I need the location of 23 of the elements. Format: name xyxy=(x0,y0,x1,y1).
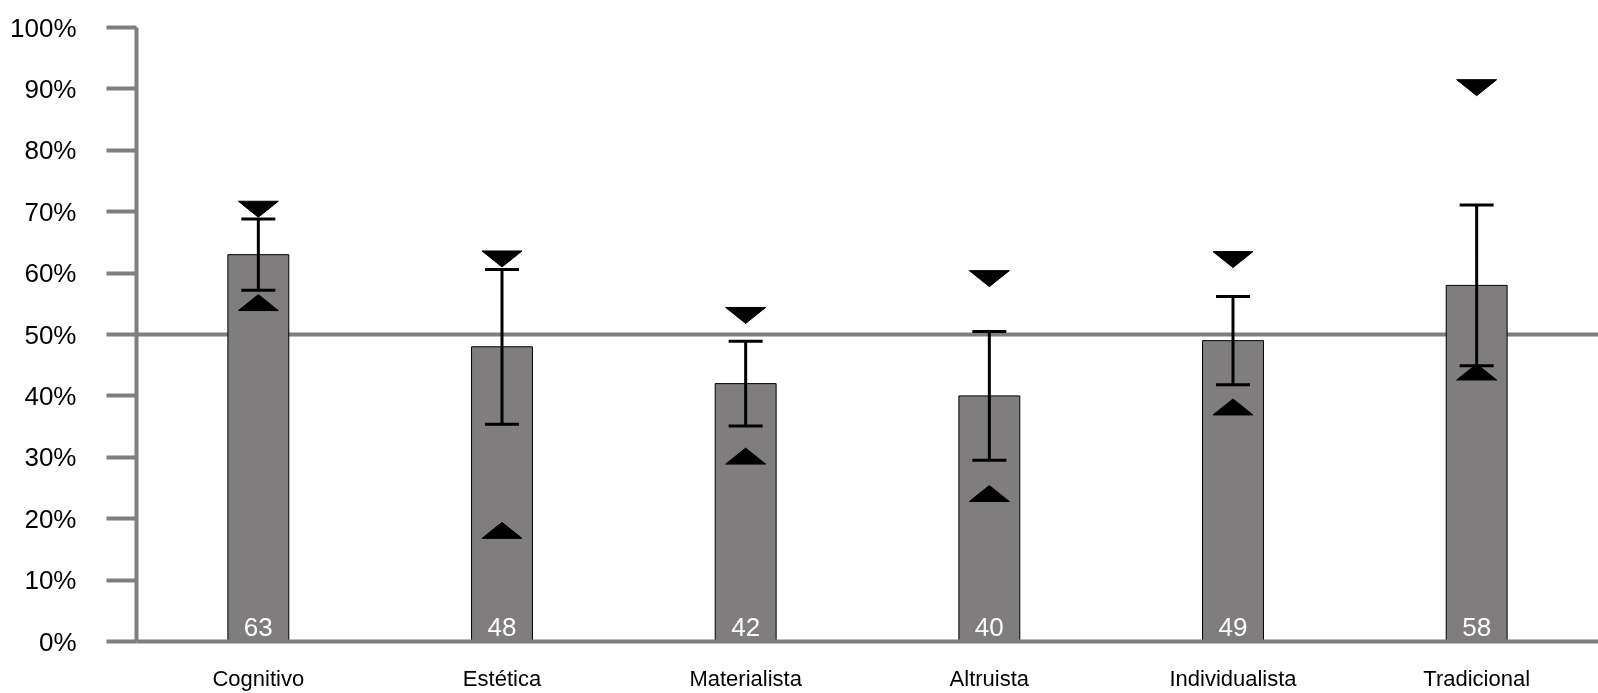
y-tick-label: 0% xyxy=(38,626,77,657)
x-tick-label: Cognitivo xyxy=(212,665,305,691)
data-label: 49 xyxy=(1218,611,1248,642)
y-tick-label: 100% xyxy=(10,12,77,43)
y-tick-label: 80% xyxy=(24,135,77,166)
y-tick-label: 50% xyxy=(24,319,77,350)
y-tick-label: 10% xyxy=(24,565,77,596)
data-label: 48 xyxy=(487,611,517,642)
x-tick-label: Individualista xyxy=(1169,665,1298,691)
y-tick-label: 20% xyxy=(24,503,77,534)
x-tick-label: Altruista xyxy=(949,665,1030,691)
data-label: 63 xyxy=(243,611,273,642)
y-tick-label: 60% xyxy=(24,258,77,289)
x-tick-label: Materialista xyxy=(689,665,803,691)
y-tick-label: 40% xyxy=(24,380,77,411)
y-tick-label: 70% xyxy=(24,196,77,227)
data-label: 42 xyxy=(731,611,761,642)
x-tick-label: Estética xyxy=(462,665,542,691)
data-label: 58 xyxy=(1462,611,1492,642)
y-tick-label: 30% xyxy=(24,442,77,473)
y-tick-label: 90% xyxy=(24,73,77,104)
x-tick-label: Tradicional xyxy=(1423,665,1531,691)
data-label: 40 xyxy=(974,611,1004,642)
